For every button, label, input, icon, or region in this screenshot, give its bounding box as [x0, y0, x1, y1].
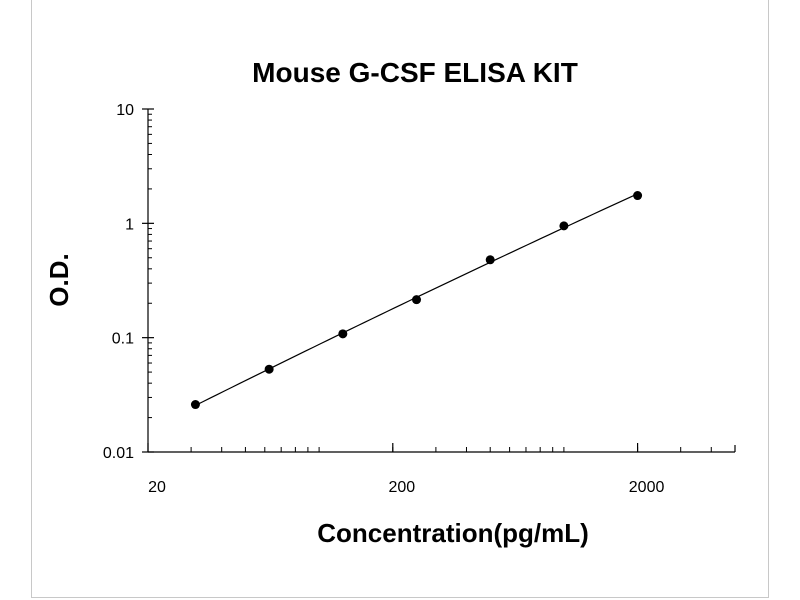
chart-title: Mouse G-CSF ELISA KIT — [252, 57, 578, 88]
data-point — [633, 191, 643, 201]
data-point — [190, 400, 200, 410]
data-point — [412, 295, 422, 305]
y-tick-label: 1 — [125, 216, 134, 233]
x-tick-label: 2000 — [629, 479, 665, 496]
y-axis-label: O.D. — [44, 253, 74, 306]
y-tick-label: 0.01 — [103, 445, 134, 462]
data-point — [264, 364, 274, 374]
x-axis-label: Concentration(pg/mL) — [317, 518, 589, 548]
data-point — [559, 221, 569, 231]
x-tick-label: 200 — [388, 479, 415, 496]
axes: 10 1 0.1 0.01 20 200 2000 — [103, 102, 736, 496]
data-point — [485, 255, 495, 265]
x-tick-label: 20 — [148, 479, 166, 496]
chart-frame — [31, 0, 769, 598]
data-point — [338, 329, 348, 339]
y-tick-label: 10 — [116, 102, 134, 119]
data-points — [190, 191, 643, 410]
y-tick-label: 0.1 — [112, 331, 134, 348]
